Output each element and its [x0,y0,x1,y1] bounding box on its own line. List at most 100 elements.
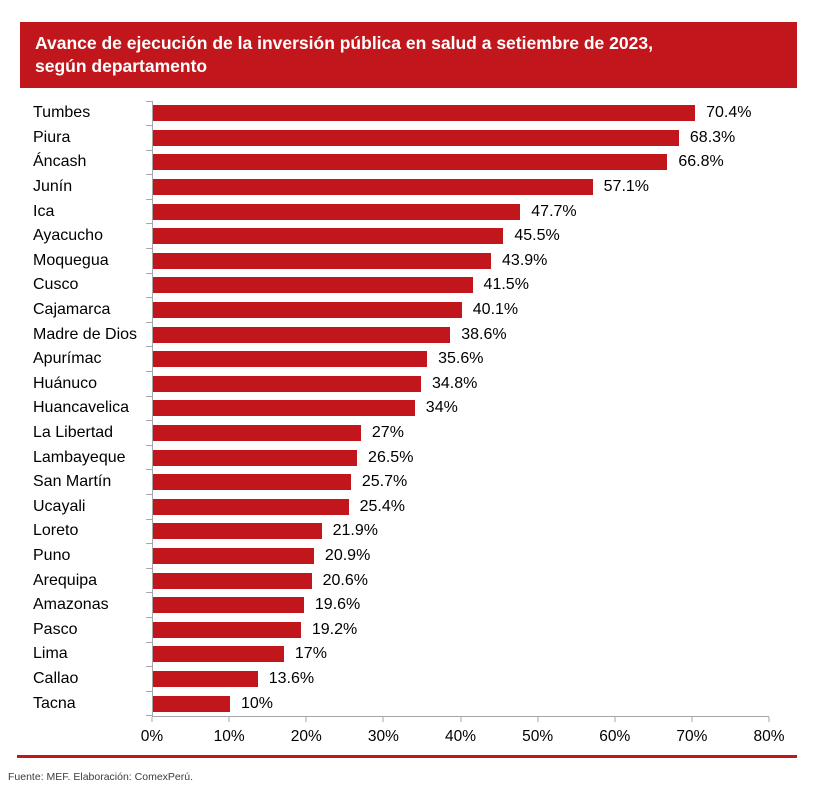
bar-row: Cajamarca 40.1% [0,297,816,323]
x-axis-tick-label: 70% [676,728,708,745]
bar-row: Arequipa 20.6% [0,567,816,593]
bar-track: 27% [146,420,769,446]
chart-title-banner: Avance de ejecución de la inversión públ… [20,22,797,88]
bar-track: 25.4% [146,494,769,520]
bar [153,523,322,540]
value-label: 26.5% [368,448,414,466]
bar [153,646,284,663]
value-label: 20.6% [322,571,368,589]
category-label: Ucayali [33,497,86,515]
bar [153,425,361,442]
value-label: 19.6% [314,596,361,614]
bar-row: Junín 57.1% [0,174,816,200]
value-label: 35.6% [438,350,484,368]
value-label: 70.4% [706,104,752,122]
bar [153,670,258,687]
bar-track: 41.5% [146,272,769,298]
footer-divider [17,755,797,758]
bar-chart-rows: Tumbes 70.4% Piura 68.3% Áncash 66.8% Junín 57.… [0,100,816,716]
category-label: Puno [33,546,71,564]
value-label: 41.5% [483,276,529,294]
value-label: 34% [425,399,458,417]
x-axis-tick-label: 60% [599,728,631,745]
category-label: Tumbes [33,104,91,122]
bar [153,252,492,269]
bar-row: Huancavelica 34% [0,395,816,421]
value-label: 27% [371,424,404,442]
bar-track: 26.5% [146,444,769,470]
bar-track: 25.7% [146,469,769,495]
bar-track: 20.6% [146,567,769,593]
value-label: 38.6% [461,325,507,343]
category-label: Huancavelica [33,399,130,417]
value-label: 25.4% [359,497,405,515]
x-axis-tick [614,717,616,722]
category-label: Madre de Dios [33,325,138,343]
bar-row: Piura 68.3% [0,125,816,151]
value-label: 47.7% [531,202,577,220]
bar-track: 17% [146,641,769,667]
bar [153,572,312,589]
value-label: 34.8% [431,374,478,392]
category-label: Tacna [33,694,76,712]
category-label: Pasco [33,620,78,638]
bar-track: 21.9% [146,518,769,544]
bar-row: La Libertad 27% [0,420,816,446]
category-label: Lima [33,645,68,663]
category-label: Áncash [33,153,87,171]
value-label: 10% [241,694,274,712]
bar-track: 47.7% [146,198,769,224]
bar [153,129,679,146]
category-label: Piura [33,128,71,146]
bar-track: 35.6% [146,346,769,372]
bar [153,228,504,245]
value-label: 17% [294,645,327,663]
bar [153,154,668,171]
x-axis-tick [537,717,539,722]
value-label: 19.2% [311,620,358,638]
value-label: 21.9% [332,522,378,540]
bar [153,179,593,196]
category-label: Junín [33,178,73,196]
value-label: 57.1% [603,178,650,196]
category-label: Lambayeque [33,448,126,466]
value-label: 25.7% [361,473,408,491]
bar-row: Callao 13.6% [0,666,816,692]
category-label: San Martín [33,473,112,491]
category-label: Callao [33,669,79,687]
category-label: Ica [33,202,55,220]
bar-row: Ica 47.7% [0,198,816,224]
source-note: Fuente: MEF. Elaboración: ComexPerú. [8,771,194,783]
bar-row: Tacna 10% [0,690,816,716]
bar-track: 43.9% [146,248,769,274]
bar-row: Cusco 41.5% [0,272,816,298]
bar-row: Huánuco 34.8% [0,371,816,397]
bar [153,474,351,491]
value-label: 45.5% [514,227,560,245]
x-axis-tick [460,717,461,722]
bar [153,375,421,392]
bar-row: Ayacucho 45.5% [0,223,816,249]
x-axis-tick-label: 40% [444,728,477,745]
bar-track: 45.5% [146,223,769,249]
bar-track: 38.6% [146,321,769,347]
bar [153,621,301,638]
bar-row: Áncash 66.8% [0,149,816,175]
category-label: Arequipa [33,571,98,589]
value-label: 40.1% [472,301,519,319]
bar [153,498,349,515]
value-label: 13.6% [268,669,315,687]
bar-track: 66.8% [146,149,769,175]
x-axis-tick [228,717,230,722]
x-axis-tick [691,717,693,722]
value-label: 68.3% [689,128,736,146]
x-axis-tick-label: 20% [290,728,322,745]
bar [153,547,314,564]
bar-track: 70.4% [146,100,769,126]
bar-track: 13.6% [146,666,769,692]
bar-track: 57.1% [146,174,769,200]
value-label: 43.9% [502,251,548,269]
bar [153,695,230,712]
x-axis-tick-label: 80% [753,728,785,745]
bar-row: Lima 17% [0,641,816,667]
